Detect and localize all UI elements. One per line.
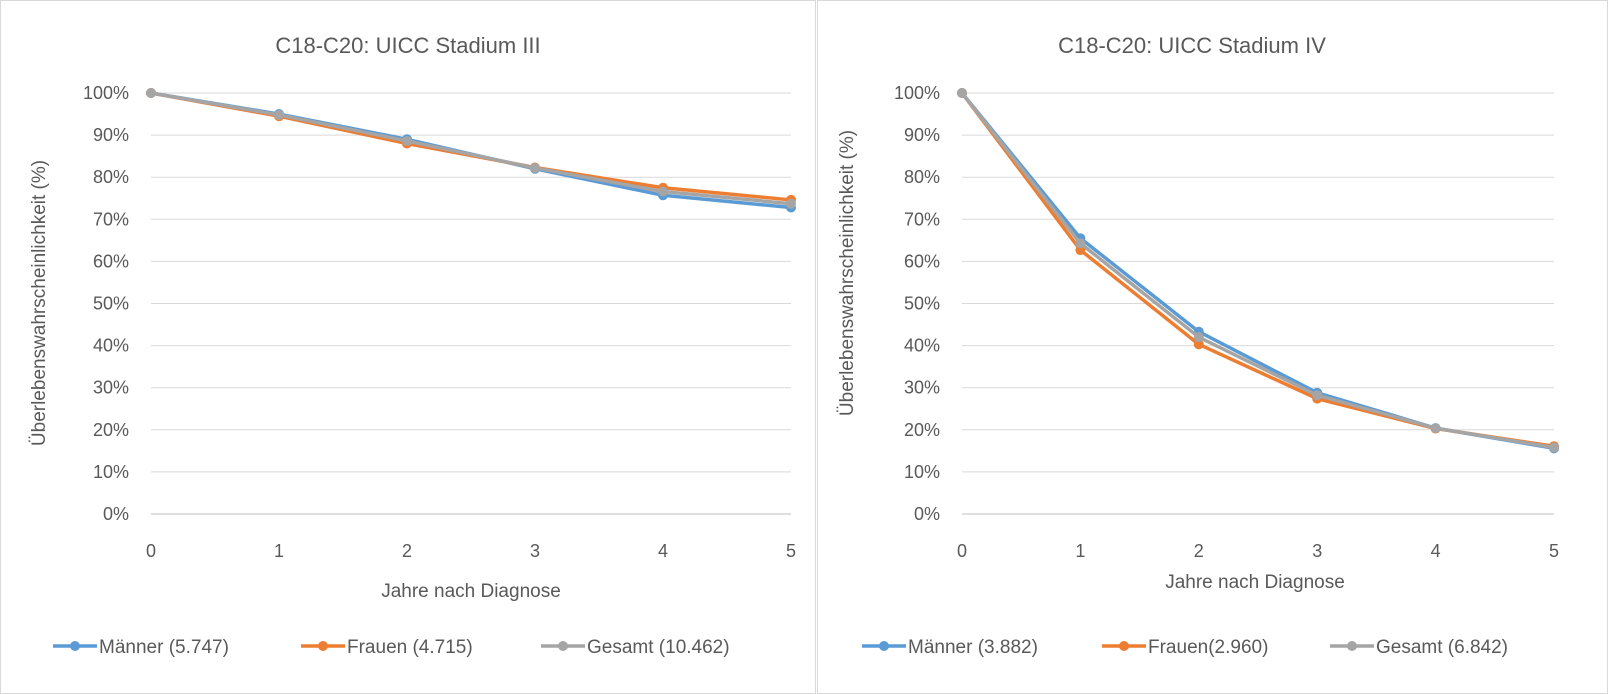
series-line xyxy=(960,91,1555,448)
legend-marker xyxy=(558,641,568,651)
y-tick-label: 10% xyxy=(904,462,940,482)
series-line xyxy=(960,91,1555,451)
series-line xyxy=(960,91,1555,450)
legend-marker xyxy=(879,641,889,651)
chart-title: C18-C20: UICC Stadium IV xyxy=(1058,33,1326,58)
data-point xyxy=(786,198,796,209)
y-tick-label: 90% xyxy=(904,125,940,145)
x-tick-label: 2 xyxy=(1194,541,1204,561)
y-tick-label: 80% xyxy=(93,167,129,187)
legend-item: Frauen(2.960) xyxy=(1102,637,1268,658)
x-tick-label: 0 xyxy=(146,541,156,561)
legend-marker xyxy=(1347,641,1357,651)
legend-label: Frauen(2.960) xyxy=(1148,637,1268,658)
legend-item: Frauen (4.715) xyxy=(301,637,473,658)
x-tick-label: 5 xyxy=(1549,541,1559,561)
x-axis-label: Jahre nach Diagnose xyxy=(1165,572,1345,593)
y-tick-label: 70% xyxy=(93,209,129,229)
y-tick-label: 60% xyxy=(904,251,940,271)
legend-label: Männer (5.747) xyxy=(99,637,229,658)
legend-item: Männer (3.882) xyxy=(862,637,1038,658)
x-axis-label: Jahre nach Diagnose xyxy=(381,581,561,602)
data-point xyxy=(402,135,412,146)
chart-panel-stadium-iv: C18-C20: UICC Stadium IV Überlebenswahrs… xyxy=(817,0,1608,694)
legend-marker xyxy=(318,641,328,651)
legend-item: Männer (5.747) xyxy=(53,637,229,658)
legend-item: Gesamt (6.842) xyxy=(1330,637,1508,658)
data-point xyxy=(1549,442,1559,453)
x-tick-label: 1 xyxy=(1075,541,1085,561)
y-tick-label: 50% xyxy=(93,294,129,314)
data-point xyxy=(1075,238,1086,249)
y-tick-label: 20% xyxy=(93,420,129,440)
y-tick-label: 20% xyxy=(904,420,940,440)
series-line xyxy=(150,91,792,206)
chart-title: C18-C20: UICC Stadium III xyxy=(275,33,540,58)
chart-svg-stadium-iii: C18-C20: UICC Stadium III Überlebenswahr… xyxy=(29,33,796,658)
x-tick-label: 4 xyxy=(1431,541,1441,561)
chart-svg-stadium-iv: C18-C20: UICC Stadium IV Überlebenswahrs… xyxy=(837,33,1559,658)
legend-label: Gesamt (10.462) xyxy=(587,637,730,658)
data-point xyxy=(658,186,668,197)
legend-label: Gesamt (6.842) xyxy=(1376,637,1508,658)
data-point xyxy=(146,88,156,98)
data-point xyxy=(530,162,540,173)
y-tick-label: 100% xyxy=(894,83,940,103)
legend-item: Gesamt (10.462) xyxy=(541,637,730,658)
x-tick-label: 3 xyxy=(530,541,540,561)
x-tick-label: 4 xyxy=(658,541,668,561)
data-point xyxy=(1193,339,1204,350)
y-tick-label: 60% xyxy=(93,251,129,271)
data-point xyxy=(957,88,967,98)
x-tick-label: 1 xyxy=(274,541,284,561)
chart-panel-stadium-iii: C18-C20: UICC Stadium III Überlebenswahr… xyxy=(0,0,816,694)
y-tick-label: 80% xyxy=(904,167,940,187)
y-tick-label: 0% xyxy=(103,504,129,524)
x-tick-label: 3 xyxy=(1312,541,1322,561)
data-point xyxy=(274,109,284,120)
x-tick-label: 5 xyxy=(786,541,796,561)
legend-label: Männer (3.882) xyxy=(908,637,1038,658)
y-tick-label: 0% xyxy=(914,504,940,524)
y-tick-label: 90% xyxy=(93,125,129,145)
y-tick-label: 40% xyxy=(904,336,940,356)
y-tick-label: 30% xyxy=(904,378,940,398)
y-tick-label: 40% xyxy=(93,336,129,356)
y-axis-label: Überlebenswahrscheinlichkeit (%) xyxy=(837,130,858,416)
data-point xyxy=(1193,332,1204,343)
legend-marker xyxy=(1119,641,1129,651)
data-point xyxy=(1430,423,1441,434)
legend-label: Frauen (4.715) xyxy=(347,637,473,658)
data-point xyxy=(1312,390,1323,401)
y-tick-label: 70% xyxy=(904,209,940,229)
legend-marker xyxy=(70,641,80,651)
x-tick-label: 2 xyxy=(402,541,412,561)
x-tick-label: 0 xyxy=(957,541,967,561)
y-tick-label: 100% xyxy=(83,83,129,103)
y-tick-label: 10% xyxy=(93,462,129,482)
y-axis-label: Überlebenswahrscheinlichkeit (%) xyxy=(29,160,50,446)
y-tick-label: 30% xyxy=(93,378,129,398)
y-tick-label: 50% xyxy=(904,294,940,314)
